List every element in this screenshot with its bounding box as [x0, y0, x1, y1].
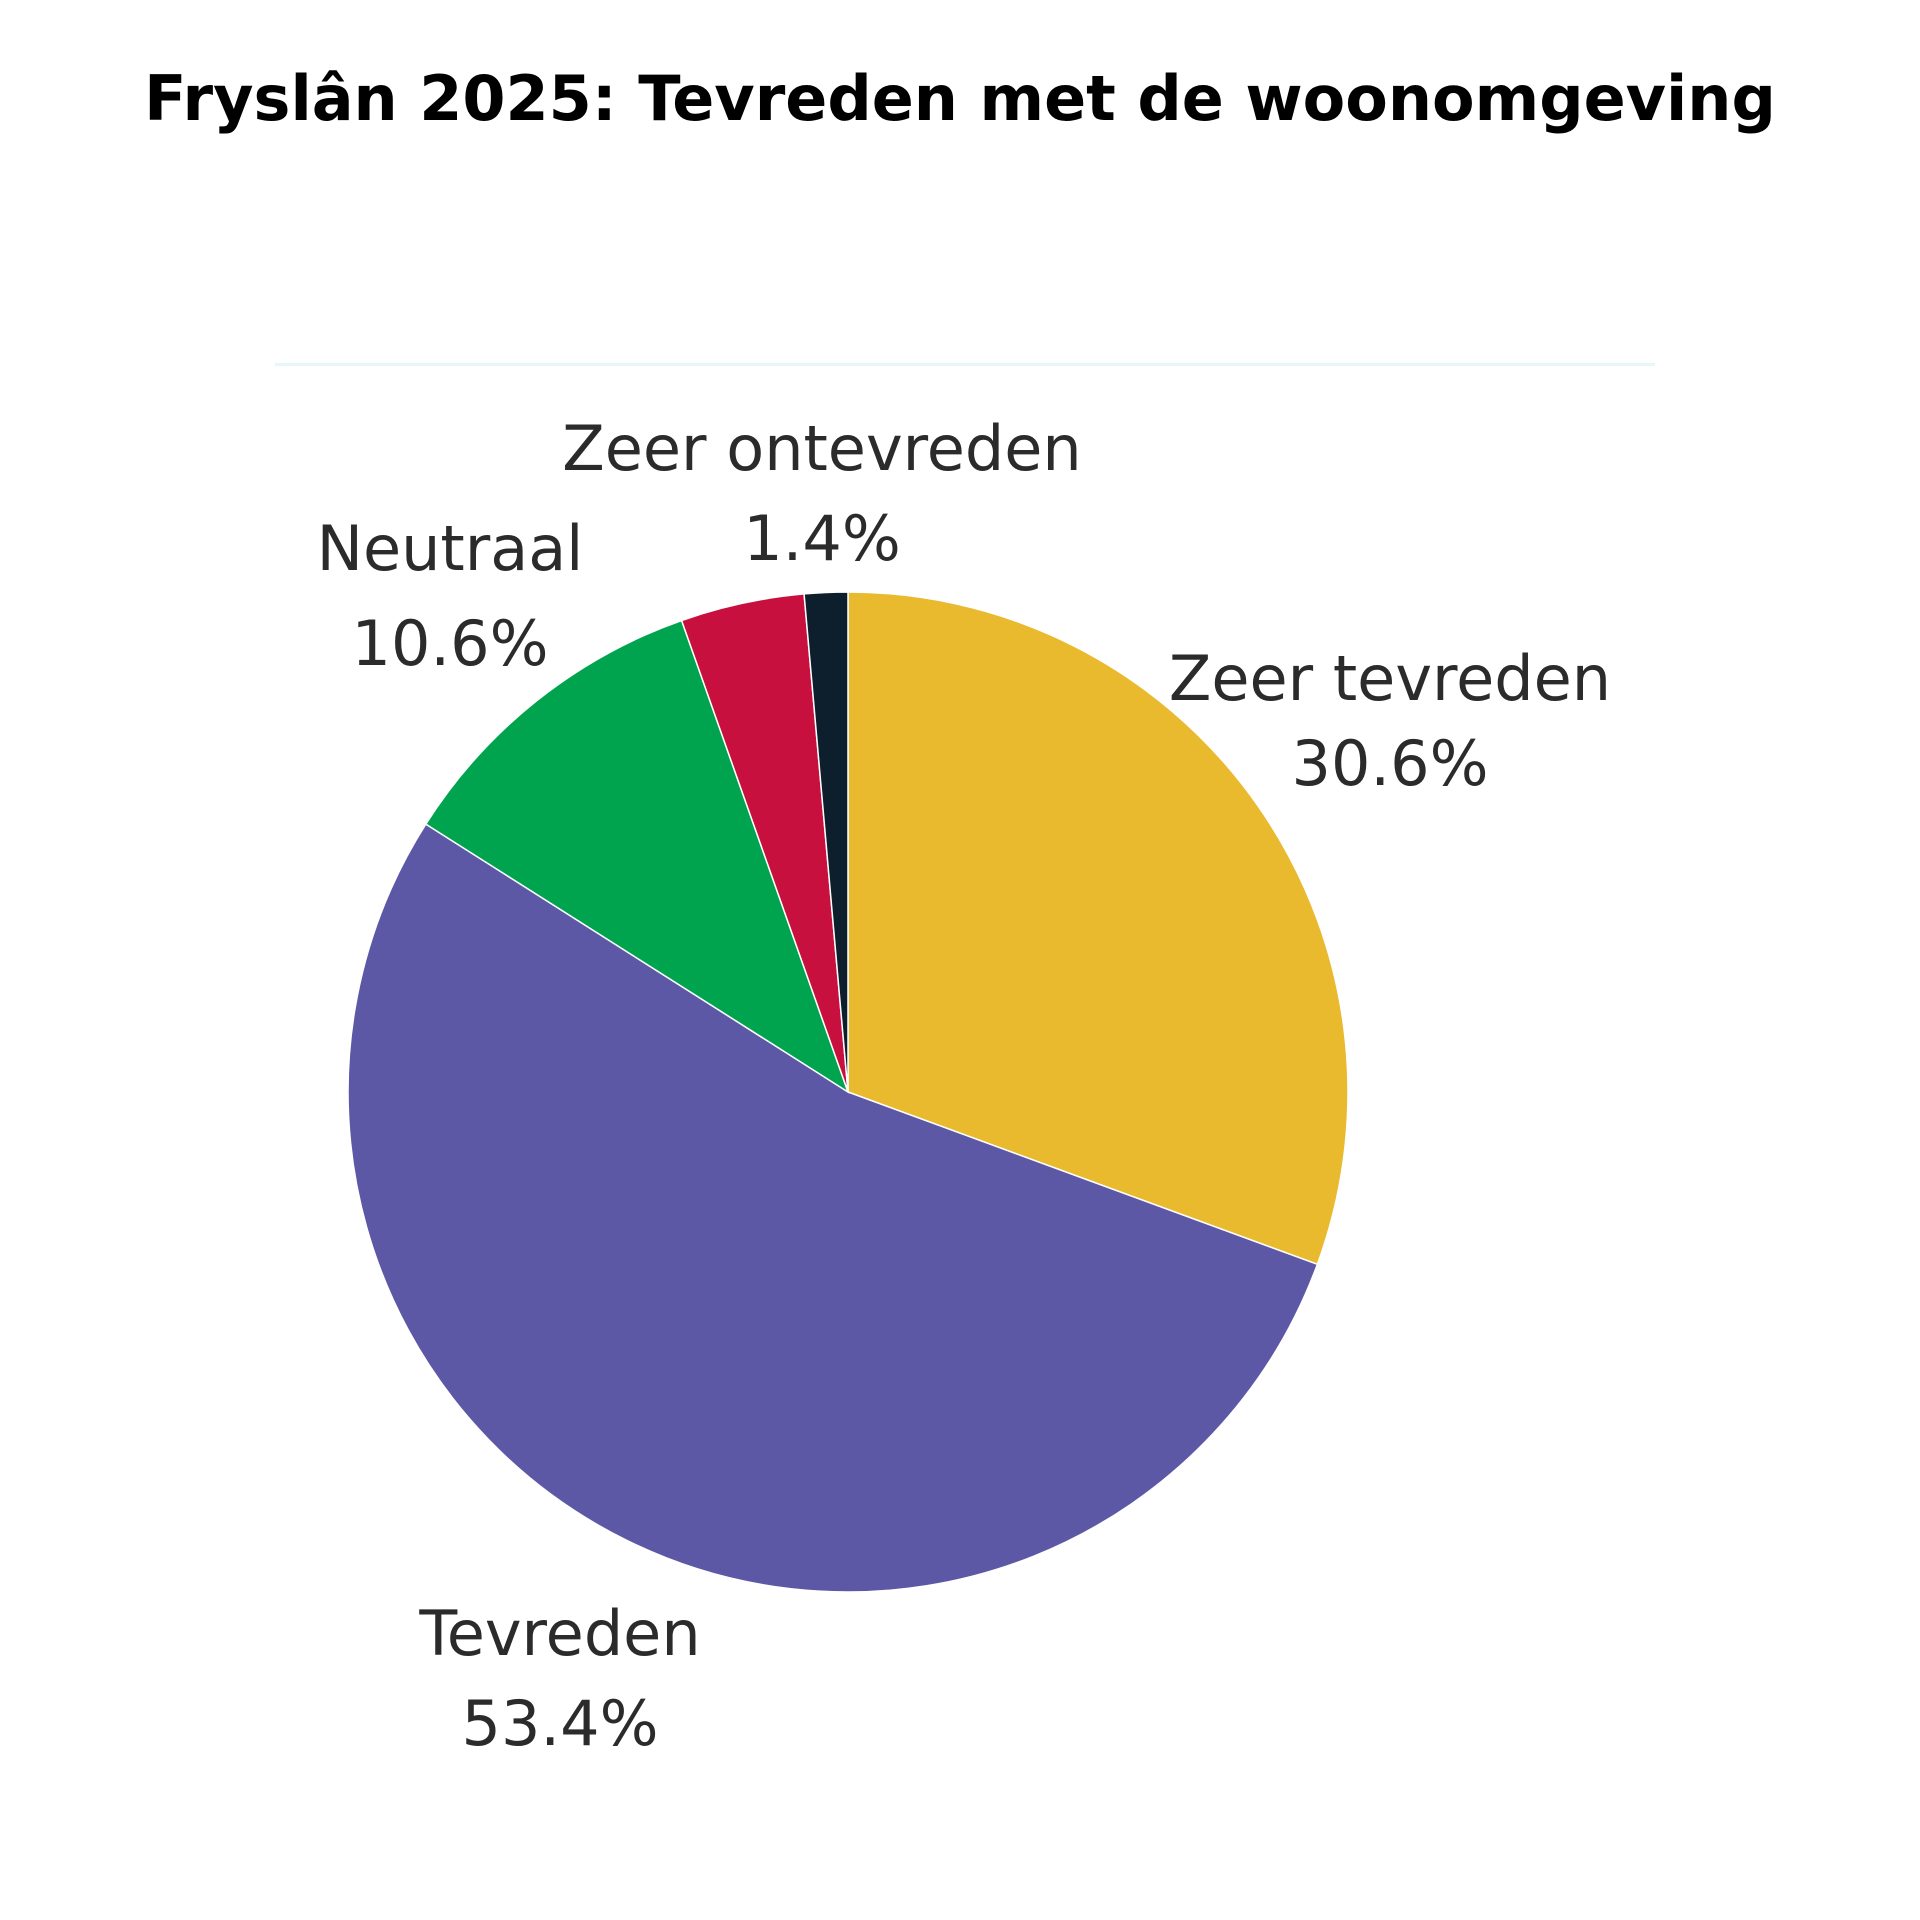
value-zeer-ontevreden: 1.4% [743, 502, 901, 575]
value-tevreden: 53.4% [462, 1687, 659, 1760]
value-zeer-tevreden: 30.6% [1292, 727, 1489, 800]
label-neutraal: Neutraal [317, 512, 584, 585]
value-neutraal: 10.6% [352, 607, 549, 680]
pie-slices [347, 591, 1349, 1593]
label-zeer-ontevreden: Zeer ontevreden [562, 412, 1081, 485]
slice-zeer-ontevreden [803, 591, 849, 1093]
label-tevreden: Tevreden [418, 1597, 700, 1670]
slice-tevreden [347, 823, 1319, 1593]
label-zeer-tevreden: Zeer tevreden [1169, 642, 1611, 715]
top-divider [275, 363, 1655, 366]
slice-zeer-tevreden [847, 591, 1349, 1266]
chart-title: Fryslân 2025: Tevreden met de woonomgevi… [144, 62, 1776, 135]
slice-neutraal [424, 619, 850, 1094]
